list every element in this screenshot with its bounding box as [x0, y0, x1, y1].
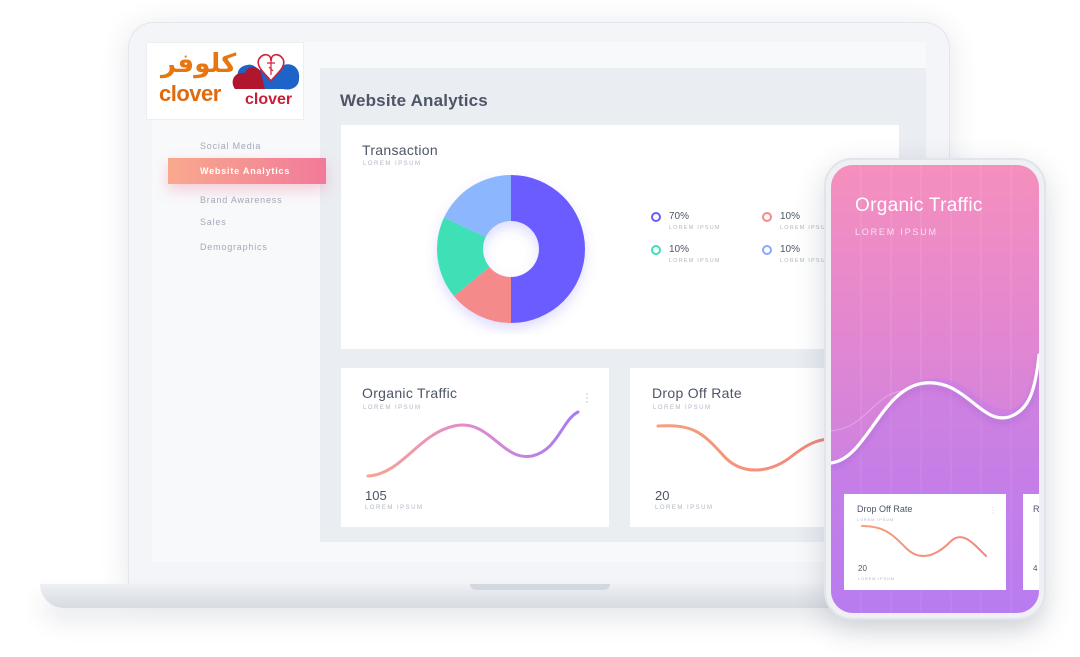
donut-slice-3 [437, 217, 490, 297]
legend-value-2: 10% [780, 211, 801, 222]
sidebar-item-brand-awareness[interactable]: Brand Awareness [200, 195, 283, 205]
legend-marker-3 [651, 245, 661, 255]
laptop-notch [470, 584, 610, 590]
phone-mockup: Organic Traffic LOREM IPSUM Drop Off Rat… [824, 158, 1046, 620]
transaction-donut-chart [437, 175, 585, 323]
transaction-card-title: Transaction [362, 142, 438, 158]
phone-screen: Organic Traffic LOREM IPSUM Drop Off Rat… [831, 165, 1039, 613]
sidebar-item-social-media[interactable]: Social Media [200, 141, 262, 151]
phone-next-card-title: R [1033, 504, 1039, 514]
drop-off-rate-value: 20 [655, 488, 670, 503]
phone-card-subtitle: LOREM IPSUM [857, 517, 894, 522]
organic-traffic-subtitle: LOREM IPSUM [363, 405, 422, 411]
phone-title: Organic Traffic [855, 195, 983, 216]
logo-arabic-text: كلوفر [161, 49, 237, 79]
drop-off-rate-value-label: LOREM IPSUM [655, 505, 714, 511]
phone-next-card[interactable]: R 4 [1023, 494, 1039, 590]
legend-sub-3: LOREM IPSUM [669, 258, 721, 264]
brand-logo: كلوفر clover clover [146, 42, 304, 120]
organic-traffic-card [341, 368, 609, 527]
transaction-card-subtitle: LOREM IPSUM [363, 161, 422, 167]
phone-drop-off-sparkline [861, 525, 987, 557]
more-options-icon[interactable]: · · · [585, 388, 589, 408]
organic-traffic-value: 105 [365, 488, 387, 503]
legend-value-4: 10% [780, 244, 801, 255]
logo-wordmark-left: clover [159, 81, 221, 106]
sidebar [152, 42, 320, 562]
sidebar-item-sales[interactable]: Sales [200, 217, 227, 227]
legend-marker-1 [651, 212, 661, 222]
sidebar-item-website-analytics[interactable]: Website Analytics [168, 158, 326, 184]
sidebar-item-label: Website Analytics [200, 166, 291, 176]
organic-traffic-sparkline [366, 410, 580, 478]
organic-traffic-value-label: LOREM IPSUM [365, 505, 424, 511]
legend-sub-2: LOREM IPSUM [780, 225, 832, 231]
phone-traffic-curve [831, 353, 1039, 465]
phone-next-card-value: 4 [1033, 564, 1038, 573]
drop-off-rate-sparkline [656, 424, 832, 472]
donut-slice-4 [444, 175, 511, 238]
organic-traffic-title: Organic Traffic [362, 385, 458, 401]
legend-sub-4: LOREM IPSUM [780, 258, 832, 264]
clover-heart-icon [232, 53, 300, 90]
transaction-card [341, 125, 899, 349]
phone-more-options-icon[interactable]: · · · [991, 504, 995, 517]
page-title: Website Analytics [340, 91, 488, 110]
phone-card-title: Drop Off Rate [857, 504, 913, 514]
legend-marker-2 [762, 212, 772, 222]
legend-marker-4 [762, 245, 772, 255]
donut-slice-1 [511, 175, 585, 323]
donut-slice-2 [453, 266, 511, 323]
legend-sub-1: LOREM IPSUM [669, 225, 721, 231]
phone-drop-off-card[interactable]: Drop Off Rate LOREM IPSUM · · · 20 LOREM I… [844, 494, 1006, 590]
phone-card-value-label: LOREM IPSUM [858, 576, 895, 581]
sidebar-item-demographics[interactable]: Demographics [200, 242, 268, 252]
legend-value-1: 70% [669, 211, 690, 222]
logo-wordmark-right: clover [245, 91, 293, 108]
phone-card-value: 20 [858, 564, 867, 573]
drop-off-rate-subtitle: LOREM IPSUM [653, 405, 712, 411]
drop-off-rate-title: Drop Off Rate [652, 385, 743, 401]
phone-subtitle: LOREM IPSUM [855, 227, 938, 237]
legend-value-3: 10% [669, 244, 690, 255]
